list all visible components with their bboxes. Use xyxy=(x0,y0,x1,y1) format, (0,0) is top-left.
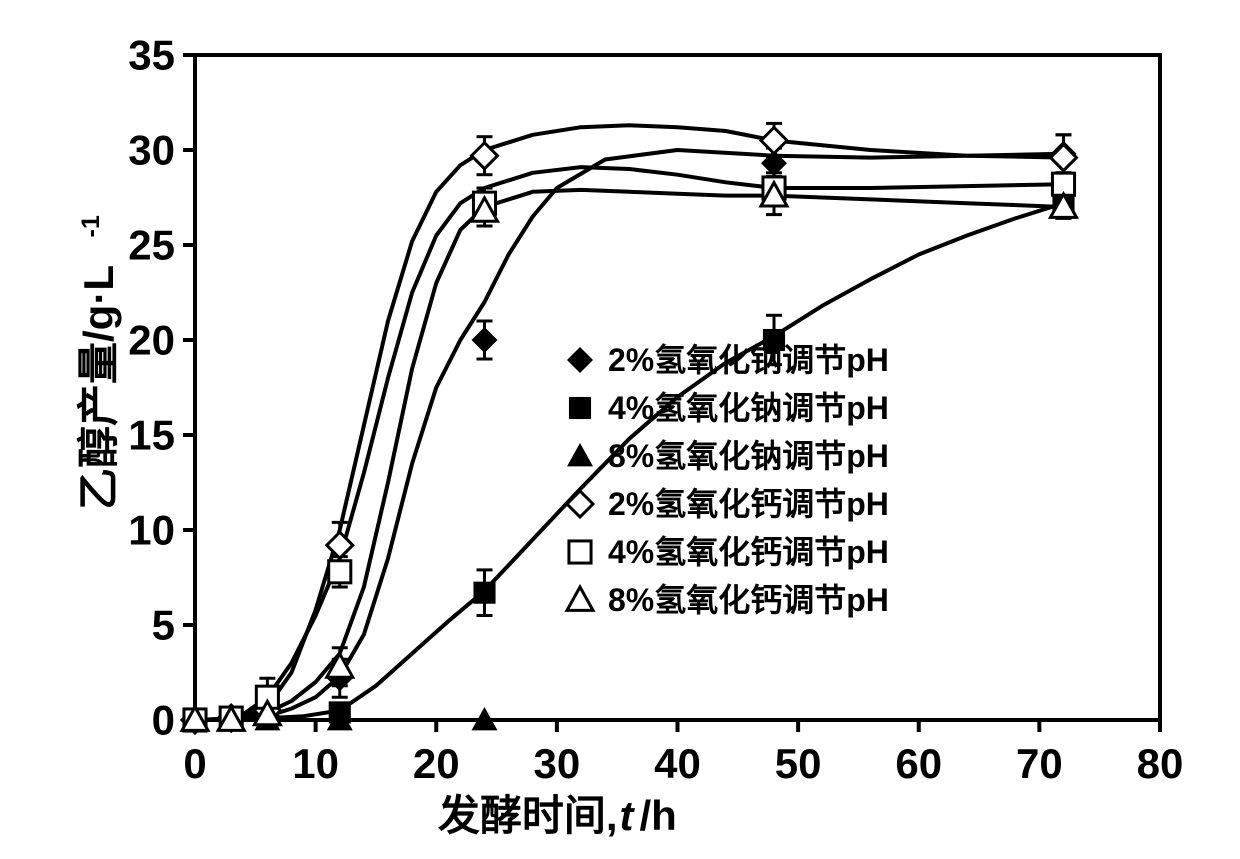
legend: 2%氢氧化钠调节pH 4%氢氧化钠调节pH 8%氢氧化钠调节pH 2%氢氧化钙调节pH… xyxy=(567,342,889,618)
marker-square-open xyxy=(329,561,351,583)
y-tick-label: 30 xyxy=(128,127,175,174)
svg-text:乙醇产量/g·L: 乙醇产量/g·L xyxy=(75,265,122,510)
legend-row: 4%氢氧化钠调节pH xyxy=(569,390,889,426)
svg-text:/h: /h xyxy=(640,792,677,839)
marker-triangle-filled xyxy=(567,443,593,466)
marker-diamond-filled xyxy=(567,347,593,373)
chart-container: 0 10 20 30 40 50 60 70 80 0 5 10 15 20 25 30 35 发酵时间,t/h 乙… xyxy=(0,0,1240,859)
marker-square-open xyxy=(569,541,591,563)
svg-text:发酵时间,: 发酵时间, xyxy=(438,792,618,839)
marker-diamond-open xyxy=(567,491,593,517)
legend-row: 2%氢氧化钙调节pH xyxy=(567,486,889,522)
legend-row: 8%氢氧化钠调节pH xyxy=(567,438,889,474)
x-tick-label: 30 xyxy=(534,740,581,787)
legend-label: 4%氢氧化钙调节pH xyxy=(608,534,889,570)
x-axis-label: 发酵时间,t/h xyxy=(438,792,677,839)
marker-diamond-open xyxy=(761,128,787,154)
legend-row: 8%氢氧化钙调节pH xyxy=(567,582,889,618)
legend-label: 8%氢氧化钠调节pH xyxy=(608,438,889,474)
x-tick-label: 50 xyxy=(775,740,822,787)
legend-row: 2%氢氧化钠调节pH xyxy=(567,342,889,378)
y-axis-label: 乙醇产量/g·L -1 xyxy=(75,215,122,510)
y-tick-label: 15 xyxy=(128,412,175,459)
marker-diamond-filled xyxy=(472,327,498,353)
x-tick-label: 70 xyxy=(1016,740,1063,787)
marker-triangle-open xyxy=(567,587,593,610)
series-curve xyxy=(195,150,1064,720)
marker-diamond-open xyxy=(1051,145,1077,171)
legend-row: 4%氢氧化钙调节pH xyxy=(569,534,889,570)
y-tick-label: 5 xyxy=(152,602,175,649)
legend-label: 4%氢氧化钠调节pH xyxy=(608,390,889,426)
x-tick-label: 0 xyxy=(183,740,206,787)
y-tick-label: 20 xyxy=(128,317,175,364)
legend-label: 8%氢氧化钙调节pH xyxy=(608,582,889,618)
x-tick-label: 10 xyxy=(292,740,339,787)
marker-square-filled xyxy=(569,397,591,419)
y-tick-label: 0 xyxy=(152,697,175,744)
chart-svg: 0 10 20 30 40 50 60 70 80 0 5 10 15 20 25 30 35 发酵时间,t/h 乙… xyxy=(0,0,1240,859)
y-tick-label: 10 xyxy=(128,507,175,554)
svg-text:t: t xyxy=(620,792,636,839)
x-tick-label: 80 xyxy=(1137,740,1184,787)
y-tick-label: 25 xyxy=(128,222,175,269)
marker-square-filled xyxy=(473,582,495,604)
legend-label: 2%氢氧化钙调节pH xyxy=(608,486,889,522)
svg-text:-1: -1 xyxy=(77,215,105,237)
x-tick-label: 60 xyxy=(895,740,942,787)
y-tick-label: 35 xyxy=(128,32,175,79)
x-tick-label: 40 xyxy=(654,740,701,787)
x-tick-label: 20 xyxy=(413,740,460,787)
legend-label: 2%氢氧化钠调节pH xyxy=(608,342,889,378)
